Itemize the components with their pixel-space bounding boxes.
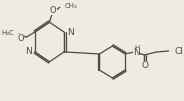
Text: O: O <box>142 60 149 69</box>
Text: N: N <box>133 48 140 57</box>
Text: CH₃: CH₃ <box>64 3 77 9</box>
Text: N: N <box>25 47 32 56</box>
Text: Cl: Cl <box>174 46 183 56</box>
Text: H: H <box>134 45 139 51</box>
Text: H₃C: H₃C <box>1 30 14 36</box>
Text: O: O <box>18 34 24 43</box>
Text: O: O <box>50 6 56 15</box>
Text: N: N <box>67 28 74 37</box>
